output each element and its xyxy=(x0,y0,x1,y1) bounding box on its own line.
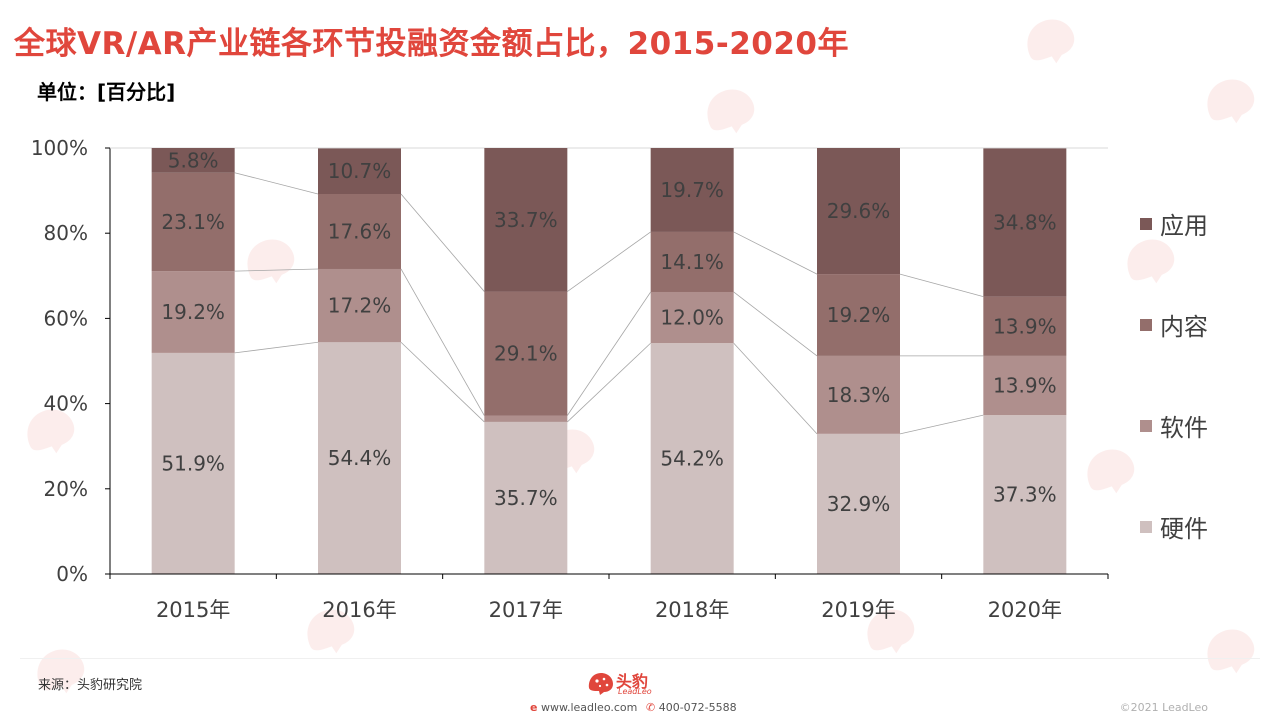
legend-swatch xyxy=(1140,420,1152,432)
legend-swatch xyxy=(1140,218,1152,230)
bar-segment-2 xyxy=(650,291,734,344)
data-label: 35.7% xyxy=(494,486,558,510)
copyright-text: ©2021 LeadLeo xyxy=(1119,701,1208,714)
bar-segment-4 xyxy=(983,148,1067,297)
y-tick-label: 20% xyxy=(44,477,88,501)
source-note: 来源：头豹研究院 xyxy=(38,678,143,693)
y-tick-label: 60% xyxy=(44,306,88,330)
stacked-bar-chart: 0% 20% 40% 60% 80% 100% 51.9% 19.2% 23.1% 5.8% 201… xyxy=(31,136,1208,622)
series-connector-line xyxy=(400,193,485,292)
bar-segment-2 xyxy=(817,355,900,434)
data-label: 12.0% xyxy=(660,306,724,330)
series-connector-line xyxy=(733,231,818,275)
data-label: 19.2% xyxy=(827,303,891,327)
series-connector-line xyxy=(733,342,818,435)
x-tick-label: 2018年 xyxy=(655,598,729,622)
bar-segment-4 xyxy=(817,148,900,275)
phone-contact: ✆ 400-072-5588 xyxy=(646,701,737,714)
y-tick-label: 0% xyxy=(56,562,88,586)
brand-logo: 头豹 LeadLeo xyxy=(586,666,670,700)
data-label: 29.6% xyxy=(827,199,891,223)
footer-divider xyxy=(20,658,1260,659)
bar-segment-1 xyxy=(650,343,734,574)
series-connector-line xyxy=(567,291,651,416)
data-label: 51.9% xyxy=(161,451,225,475)
web-icon: e xyxy=(530,701,538,714)
bar-segment-1 xyxy=(484,421,568,574)
series-connector-line xyxy=(400,341,485,423)
y-tick-label: 100% xyxy=(31,136,88,160)
data-label: 5.8% xyxy=(168,148,219,172)
bar-segment-4 xyxy=(318,148,401,195)
bar-segment-3 xyxy=(151,172,235,272)
website-contact[interactable]: e www.leadleo.com xyxy=(530,701,637,714)
series-connector-line xyxy=(733,291,818,357)
legend-label: 应用 xyxy=(1160,212,1208,240)
data-label: 19.7% xyxy=(660,178,724,202)
data-label: 33.7% xyxy=(494,208,558,232)
legend-label: 内容 xyxy=(1160,313,1208,341)
x-tick-label: 2020年 xyxy=(988,598,1062,622)
legend-label: 软件 xyxy=(1160,414,1208,442)
bar-segment-1 xyxy=(817,433,900,574)
bar-segment-3 xyxy=(318,194,401,269)
brand-name-cn: 头豹 xyxy=(616,672,649,691)
y-tick-label: 80% xyxy=(44,221,88,245)
data-label: 17.2% xyxy=(328,294,392,318)
data-label: 29.1% xyxy=(494,342,558,366)
legend-swatch xyxy=(1140,319,1152,331)
data-label: 13.9% xyxy=(993,373,1057,397)
data-label: 54.2% xyxy=(660,447,724,471)
x-tick-label: 2015年 xyxy=(156,598,230,622)
bar-segment-3 xyxy=(484,291,568,416)
brand-name-en: LeadLeo xyxy=(618,687,652,696)
x-tick-label: 2019年 xyxy=(821,598,895,622)
x-tick-label: 2017年 xyxy=(489,598,563,622)
series-connector-line xyxy=(234,268,319,272)
bar-segment-3 xyxy=(983,296,1067,356)
bar-segment-4 xyxy=(151,148,235,173)
leopard-logo-icon xyxy=(588,673,613,695)
bar-segment-2 xyxy=(318,268,401,343)
data-label: 10.7% xyxy=(328,159,392,183)
bar-segment-3 xyxy=(817,274,900,356)
bar-segment-1 xyxy=(318,342,401,574)
bar-segment-3 xyxy=(650,231,734,292)
unit-label: 单位：[百分比] xyxy=(37,80,176,104)
data-label: 14.1% xyxy=(660,250,724,274)
phone-text: 400-072-5588 xyxy=(658,701,737,714)
data-label: 18.3% xyxy=(827,383,891,407)
data-label: 13.9% xyxy=(993,314,1057,338)
series-connector-line xyxy=(567,342,651,423)
bar-segment-2 xyxy=(151,271,235,353)
data-label: 17.6% xyxy=(328,219,392,243)
data-label: 23.1% xyxy=(161,210,225,234)
data-label: 37.3% xyxy=(993,483,1057,507)
website-text: www.leadleo.com xyxy=(540,701,638,714)
data-label: 34.8% xyxy=(993,211,1057,235)
y-tick-label: 40% xyxy=(44,392,88,416)
bar-segment-2 xyxy=(484,415,568,422)
bar-segment-4 xyxy=(484,148,568,292)
data-label: 19.2% xyxy=(161,300,225,324)
bar-segment-2 xyxy=(983,355,1067,416)
series-connector-line xyxy=(567,231,651,292)
series-connector-line xyxy=(400,268,485,416)
bar-segment-1 xyxy=(983,415,1067,574)
legend-swatch xyxy=(1140,521,1152,533)
phone-icon: ✆ xyxy=(646,701,656,714)
series-connector-line xyxy=(234,341,319,354)
x-tick-label: 2016年 xyxy=(322,598,396,622)
legend-label: 硬件 xyxy=(1160,515,1208,543)
series-connector-line xyxy=(234,172,319,195)
series-connector-line xyxy=(899,273,984,298)
bar-segment-4 xyxy=(650,148,734,232)
data-label: 54.4% xyxy=(328,446,392,470)
data-label: 32.9% xyxy=(827,492,891,516)
series-connector-line xyxy=(899,414,984,435)
bar-segment-1 xyxy=(151,352,235,574)
page-title: 全球VR/AR产业链各环节投融资金额占比，2015-2020年 xyxy=(14,26,849,62)
